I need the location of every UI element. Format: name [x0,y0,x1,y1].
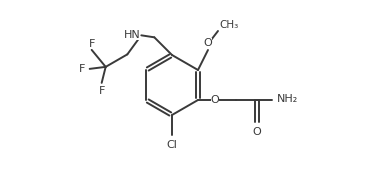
Text: O: O [204,38,212,48]
Text: F: F [88,39,95,49]
Text: F: F [79,64,86,74]
Text: NH₂: NH₂ [277,94,298,104]
Text: F: F [99,86,105,96]
Text: O: O [211,95,219,105]
Text: CH₃: CH₃ [219,20,238,30]
Text: Cl: Cl [167,140,177,150]
Text: HN: HN [124,30,140,40]
Text: O: O [253,127,261,137]
